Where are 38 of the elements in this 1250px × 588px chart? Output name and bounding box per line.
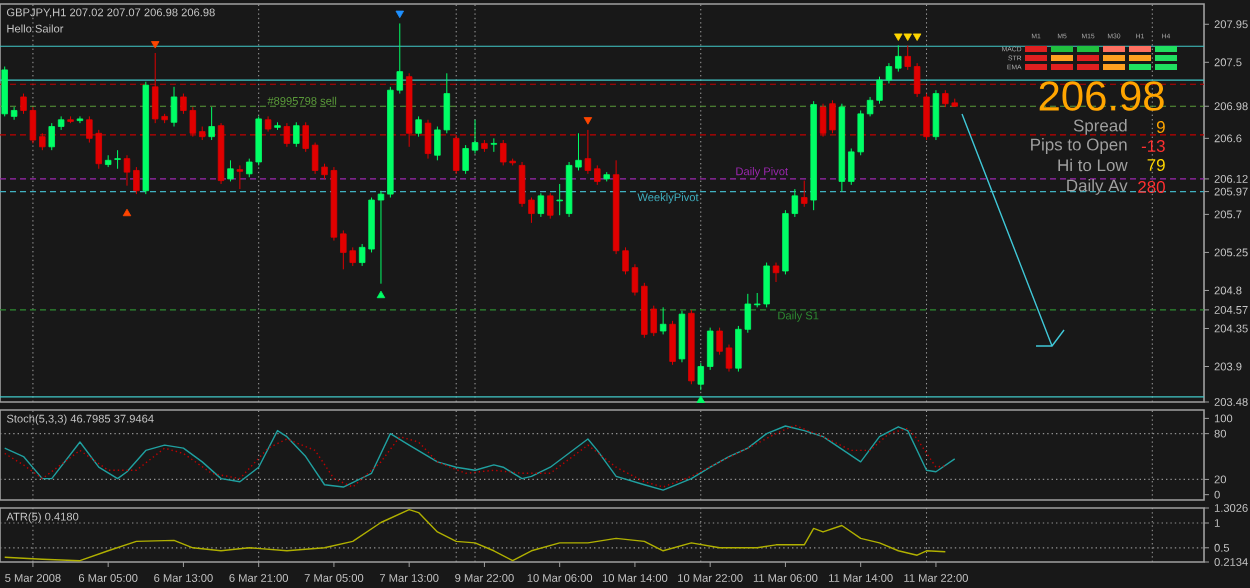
annotation: 79 (1147, 159, 1165, 171)
candlestick (208, 106, 215, 141)
annotation: 9 (1156, 120, 1165, 133)
annotation: 206.98 (1039, 81, 1164, 111)
candlestick (923, 93, 930, 141)
annotation: 280 (1138, 181, 1165, 193)
point (912, 33, 922, 41)
candlestick (669, 320, 676, 366)
candlestick (236, 164, 244, 190)
candlestick (547, 192, 554, 220)
point (376, 290, 386, 299)
candlestick (537, 192, 545, 218)
point (903, 33, 912, 41)
candlestick (283, 122, 291, 148)
annotation: Hi to Low (1058, 158, 1128, 172)
candlestick (170, 86, 178, 128)
candlestick (772, 262, 780, 283)
point (151, 41, 160, 49)
point (894, 33, 903, 41)
candlestick (932, 89, 940, 141)
candlestick (227, 159, 234, 182)
annotation: Pips to Open (1031, 138, 1127, 154)
candlestick (424, 119, 432, 160)
point (395, 10, 404, 19)
candlestick (293, 121, 300, 148)
candlestick (114, 149, 121, 170)
line-series (4, 508, 947, 562)
candlestick (678, 310, 686, 363)
annotation: Spread (1073, 119, 1127, 135)
annotation: Daily Av (1067, 179, 1128, 195)
annotation: -13 (1141, 140, 1165, 152)
point (583, 117, 593, 125)
candlestick (452, 134, 460, 175)
candlestick (801, 180, 808, 208)
point (696, 395, 705, 403)
candlestick (415, 115, 422, 138)
point (122, 208, 132, 217)
candlestick (659, 306, 667, 335)
